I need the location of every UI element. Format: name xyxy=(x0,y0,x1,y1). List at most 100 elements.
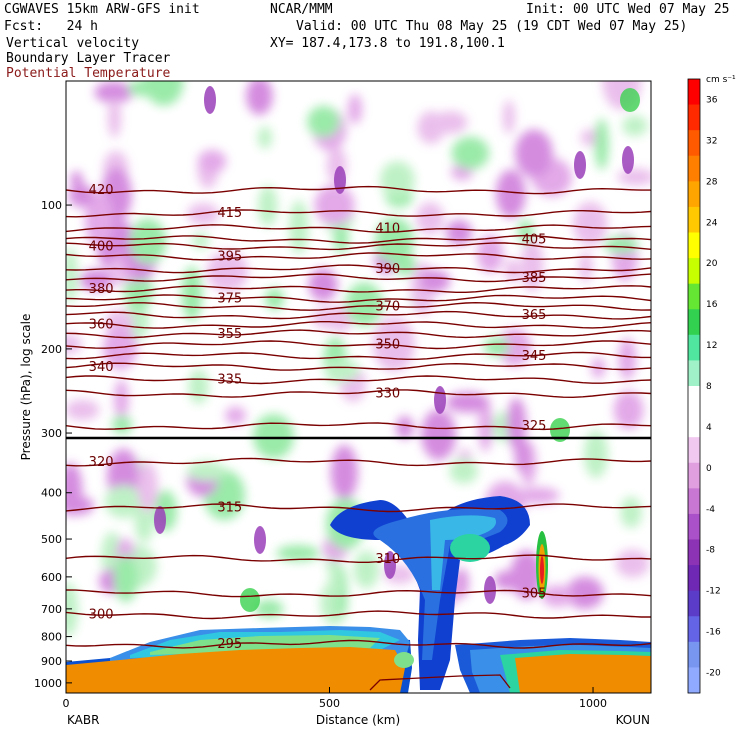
w-blob xyxy=(578,252,593,282)
x-axis-title: Distance (km) xyxy=(316,713,400,727)
theta-label: 405 xyxy=(522,232,547,247)
theta-label: 350 xyxy=(375,338,400,353)
w-blob xyxy=(253,414,294,459)
w-blob xyxy=(620,496,642,528)
w-blob-up xyxy=(240,588,260,612)
theta-label: 400 xyxy=(89,239,114,254)
colorbar-label: -16 xyxy=(706,628,721,638)
w-blob xyxy=(477,234,504,273)
w-blob xyxy=(541,585,574,607)
theta-label: 320 xyxy=(89,455,114,470)
y-axis: 100 200 300 400 500 600 700 800 900 1000 xyxy=(34,199,72,690)
colorbar-swatch xyxy=(688,616,700,643)
w-blob xyxy=(108,97,121,138)
colorbar-swatch xyxy=(688,590,700,617)
theta-contour xyxy=(66,185,651,195)
w-blob xyxy=(79,269,113,292)
w-blob xyxy=(324,359,360,382)
colorbar-swatch xyxy=(688,437,700,464)
colorbar-label: 16 xyxy=(706,300,718,310)
colorbar-label: -4 xyxy=(706,505,715,515)
header-init: Init: 00 UTC Wed 07 May 25 xyxy=(526,2,730,17)
colorbar-label: 0 xyxy=(706,464,712,474)
colorbar-label: -12 xyxy=(706,587,721,597)
theta-label: 300 xyxy=(89,608,114,623)
w-blob xyxy=(68,184,95,208)
w-blob xyxy=(66,495,95,516)
w-blob xyxy=(188,368,209,404)
theta-label: 380 xyxy=(89,282,114,297)
colorbar-swatch xyxy=(688,232,700,259)
theta-label: 355 xyxy=(217,327,242,342)
theta-contour xyxy=(66,422,651,431)
w-blob xyxy=(504,258,521,283)
header-fcst: Fcst: 24 h xyxy=(4,19,98,34)
theta-contour xyxy=(66,234,651,244)
theta-label: 370 xyxy=(375,299,400,314)
theta-contour xyxy=(66,310,651,320)
theta-contour xyxy=(66,285,651,293)
colorbar-label: 24 xyxy=(706,218,718,228)
theta-291-contour xyxy=(369,674,511,691)
theta-label: 305 xyxy=(522,586,547,601)
colorbar-swatch xyxy=(688,539,700,566)
w-blob xyxy=(510,550,543,600)
w-blob xyxy=(573,201,608,246)
w-blob xyxy=(618,337,637,380)
theta-label: 325 xyxy=(522,419,547,434)
colorbar-label: 32 xyxy=(706,136,717,146)
w-blob xyxy=(113,554,138,603)
w-blob xyxy=(345,282,383,327)
boundary-layer-tracer-field xyxy=(66,496,651,693)
colorbar-swatch xyxy=(688,667,700,694)
theta-contour xyxy=(66,273,651,283)
w-blob xyxy=(254,599,284,618)
theta-label: 310 xyxy=(375,552,400,567)
theta-label: 375 xyxy=(217,292,242,307)
theta-label: 390 xyxy=(375,262,400,277)
theta-contour xyxy=(66,321,651,329)
theta-label: 315 xyxy=(217,501,242,516)
w-blob xyxy=(583,430,609,478)
colorbar-swatch xyxy=(688,386,700,412)
x-tick-label: 500 xyxy=(319,697,340,710)
y-axis-title: Pressure (hPa), log scale xyxy=(19,314,33,461)
colorbar-swatch xyxy=(688,411,700,438)
y-tick-label: 900 xyxy=(41,655,62,668)
colorbar-swatch xyxy=(688,462,700,489)
w-blob xyxy=(493,570,521,590)
w-blob xyxy=(566,576,604,610)
w-blob-strong xyxy=(154,506,166,534)
colorbar-swatch xyxy=(688,79,700,105)
colorbar-swatch xyxy=(688,258,700,285)
colorbar-swatch xyxy=(688,513,700,540)
theta-contour xyxy=(66,639,651,649)
theta-label: 335 xyxy=(217,373,242,388)
colorbar-unit: cm s⁻¹ xyxy=(706,75,736,85)
w-blob xyxy=(257,126,272,149)
y-tick-label: 500 xyxy=(41,533,62,546)
header-model: CGWAVES 15km ARW-GFS init xyxy=(4,2,200,17)
w-blob xyxy=(502,100,515,134)
colorbar-swatch xyxy=(688,155,700,182)
colorbar-label: -20 xyxy=(706,669,721,679)
theta-contour xyxy=(66,589,651,598)
w-blob xyxy=(617,168,651,186)
y-tick-label: 800 xyxy=(41,631,62,644)
w-blob xyxy=(111,415,133,435)
colorbar-label: 4 xyxy=(706,423,712,433)
w-blob xyxy=(483,337,510,357)
theta-label: 395 xyxy=(217,249,242,264)
w-blob xyxy=(421,409,456,460)
w-blob xyxy=(206,251,249,292)
w-blob-strong xyxy=(622,146,634,174)
w-blob xyxy=(613,390,644,430)
colorbar-swatch xyxy=(688,309,700,336)
theta-contour xyxy=(66,329,651,339)
x-tick-label: 1000 xyxy=(579,697,607,710)
w-blob xyxy=(419,270,451,292)
colorbar-swatch xyxy=(688,360,700,387)
y-tick-label: 700 xyxy=(41,603,62,616)
w-blob-up xyxy=(620,88,640,112)
